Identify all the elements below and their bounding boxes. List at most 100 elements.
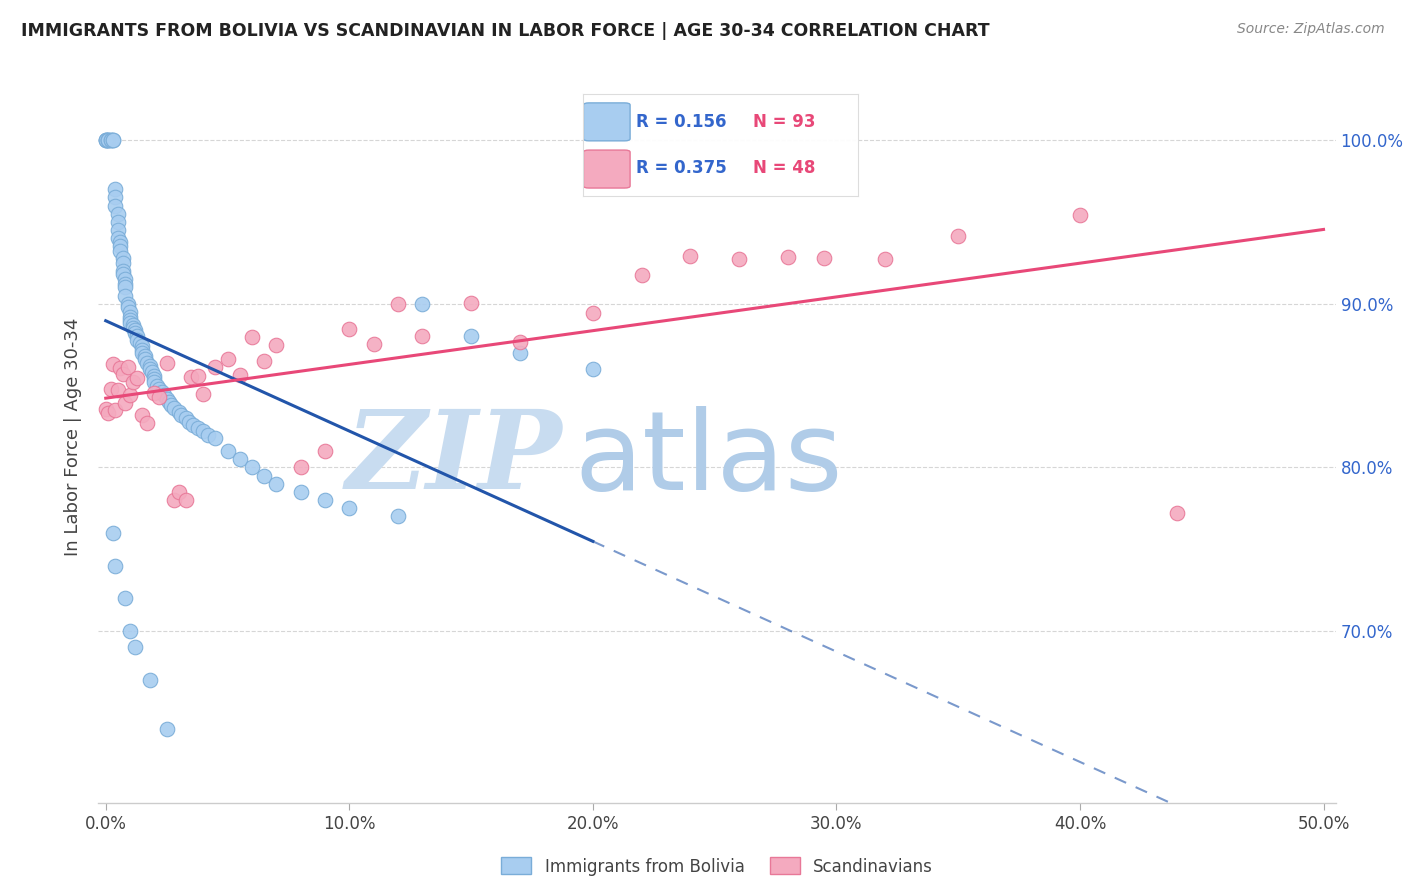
Point bbox=[1069, 208, 1091, 222]
Point bbox=[114, 272, 136, 286]
Point bbox=[253, 468, 276, 483]
Point bbox=[114, 591, 136, 606]
FancyBboxPatch shape bbox=[583, 103, 630, 141]
Point bbox=[582, 306, 605, 320]
Point bbox=[290, 460, 312, 475]
Point bbox=[97, 406, 120, 420]
Point bbox=[630, 268, 652, 283]
Point bbox=[128, 336, 150, 351]
Point bbox=[111, 251, 134, 265]
Text: N = 48: N = 48 bbox=[754, 159, 815, 177]
Point bbox=[107, 231, 129, 245]
Point bbox=[143, 386, 166, 401]
Point bbox=[136, 416, 159, 430]
Point bbox=[136, 356, 159, 370]
Point bbox=[120, 305, 142, 319]
Point bbox=[107, 207, 129, 221]
Point bbox=[217, 444, 239, 458]
Point bbox=[163, 493, 186, 508]
Point bbox=[107, 223, 129, 237]
Point bbox=[138, 673, 160, 687]
Point bbox=[174, 493, 197, 508]
Text: Source: ZipAtlas.com: Source: ZipAtlas.com bbox=[1237, 22, 1385, 37]
Point bbox=[148, 382, 170, 396]
Point bbox=[509, 335, 531, 350]
Text: R = 0.375: R = 0.375 bbox=[636, 159, 727, 177]
Point bbox=[240, 460, 263, 475]
Point bbox=[124, 323, 146, 337]
Point bbox=[110, 244, 132, 259]
Text: ZIP: ZIP bbox=[346, 405, 562, 513]
Point bbox=[97, 133, 120, 147]
Legend: Immigrants from Bolivia, Scandinavians: Immigrants from Bolivia, Scandinavians bbox=[495, 851, 939, 882]
Point bbox=[177, 415, 200, 429]
Point bbox=[143, 376, 166, 390]
Point bbox=[187, 421, 209, 435]
Point bbox=[110, 360, 132, 375]
Point bbox=[117, 359, 139, 374]
Text: atlas: atlas bbox=[575, 406, 844, 513]
Point bbox=[187, 369, 209, 384]
Point bbox=[131, 339, 153, 353]
Point bbox=[411, 329, 433, 343]
Point bbox=[100, 133, 122, 147]
Point bbox=[204, 359, 226, 374]
Point bbox=[183, 417, 205, 432]
Point bbox=[111, 256, 134, 270]
Point bbox=[110, 239, 132, 253]
Point bbox=[114, 277, 136, 291]
Point bbox=[728, 252, 751, 267]
Y-axis label: In Labor Force | Age 30-34: In Labor Force | Age 30-34 bbox=[65, 318, 83, 557]
Point bbox=[157, 395, 180, 409]
Point bbox=[240, 330, 263, 344]
Point bbox=[110, 235, 132, 249]
Point bbox=[101, 133, 124, 147]
Point bbox=[160, 398, 183, 412]
Point bbox=[97, 133, 120, 147]
Point bbox=[120, 313, 142, 327]
Point bbox=[679, 250, 702, 264]
Point bbox=[114, 280, 136, 294]
Point bbox=[104, 558, 127, 573]
Point bbox=[94, 133, 117, 147]
Point bbox=[111, 267, 134, 281]
Point bbox=[120, 624, 142, 638]
Point bbox=[228, 368, 250, 383]
Point bbox=[121, 321, 143, 335]
Text: R = 0.156: R = 0.156 bbox=[636, 113, 725, 131]
Point bbox=[100, 382, 122, 396]
Point bbox=[104, 182, 127, 196]
Point bbox=[101, 133, 124, 147]
Point bbox=[120, 310, 142, 324]
Point bbox=[156, 392, 179, 406]
Point bbox=[134, 349, 156, 363]
Point bbox=[100, 133, 122, 147]
Point bbox=[167, 484, 190, 499]
Point bbox=[1166, 506, 1188, 520]
Point bbox=[150, 385, 173, 400]
Point bbox=[107, 383, 129, 397]
Point bbox=[460, 296, 482, 310]
Point bbox=[337, 501, 360, 516]
Point bbox=[582, 362, 605, 376]
Point bbox=[946, 229, 969, 244]
Point bbox=[127, 329, 149, 343]
Point bbox=[114, 396, 136, 410]
Point bbox=[131, 343, 153, 357]
Point bbox=[875, 252, 897, 266]
Point bbox=[191, 387, 214, 401]
Point bbox=[114, 288, 136, 302]
Point bbox=[204, 431, 226, 445]
Point bbox=[121, 318, 143, 332]
Point bbox=[107, 215, 129, 229]
FancyBboxPatch shape bbox=[583, 150, 630, 188]
Point bbox=[124, 640, 146, 655]
Point bbox=[148, 390, 170, 404]
Point bbox=[127, 333, 149, 347]
Point bbox=[143, 372, 166, 386]
Point bbox=[264, 476, 287, 491]
Point bbox=[228, 452, 250, 467]
Point bbox=[170, 408, 193, 422]
Point bbox=[387, 509, 409, 524]
Point bbox=[101, 357, 124, 371]
